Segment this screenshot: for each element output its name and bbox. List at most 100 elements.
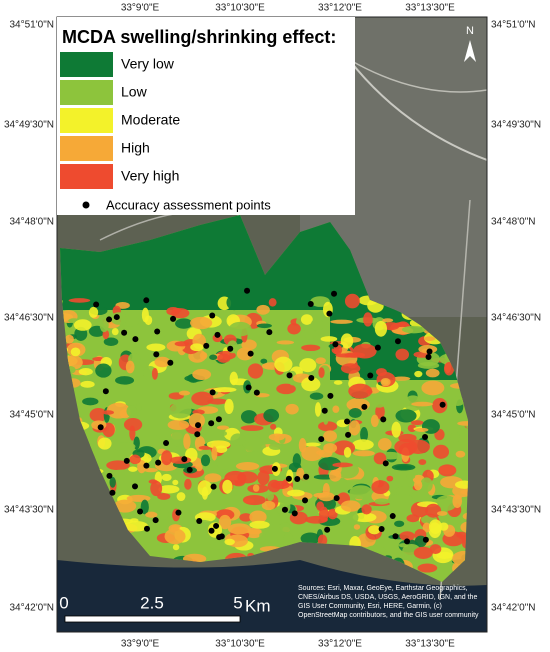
class-patch bbox=[285, 403, 299, 415]
class-patch bbox=[260, 358, 268, 364]
legend-title: MCDA swelling/shrinking effect: bbox=[62, 27, 336, 47]
legend-swatch bbox=[60, 80, 113, 105]
legend-swatch bbox=[60, 164, 113, 189]
class-patch bbox=[249, 520, 270, 529]
class-patch bbox=[137, 460, 147, 474]
longitude-label: 33°12'0"E bbox=[318, 3, 362, 14]
longitude-label: 33°10'30"E bbox=[215, 639, 265, 650]
accuracy-point bbox=[308, 374, 315, 381]
accuracy-point bbox=[439, 401, 446, 408]
class-patch bbox=[443, 361, 455, 376]
class-patch bbox=[123, 418, 143, 432]
class-patch bbox=[303, 328, 317, 340]
class-patch bbox=[421, 380, 445, 396]
legend-swatch bbox=[60, 52, 113, 77]
accuracy-point bbox=[154, 328, 161, 335]
class-patch bbox=[301, 344, 321, 352]
class-patch bbox=[222, 479, 233, 494]
class-patch bbox=[304, 442, 321, 447]
class-patch bbox=[371, 480, 390, 494]
class-patch bbox=[218, 514, 232, 530]
accuracy-point bbox=[266, 329, 273, 336]
class-patch bbox=[276, 383, 296, 395]
accuracy-point bbox=[175, 509, 182, 516]
class-patch bbox=[200, 454, 211, 467]
class-patch bbox=[423, 336, 436, 341]
accuracy-point bbox=[244, 287, 251, 294]
latitude-label: 34°51'0"N bbox=[10, 20, 55, 31]
class-patch bbox=[438, 464, 457, 477]
class-patch bbox=[150, 480, 163, 497]
latitude-label: 34°49'30"N bbox=[491, 120, 541, 131]
accuracy-point bbox=[247, 350, 254, 357]
accuracy-point bbox=[153, 351, 160, 358]
accuracy-point bbox=[121, 329, 128, 336]
class-patch bbox=[433, 444, 450, 459]
accuracy-point bbox=[286, 372, 293, 379]
class-patch bbox=[136, 474, 152, 491]
accuracy-point bbox=[367, 372, 374, 379]
class-patch bbox=[143, 467, 158, 473]
accuracy-point bbox=[331, 290, 338, 297]
latitude-label: 34°49'30"N bbox=[4, 120, 54, 131]
accuracy-point bbox=[426, 348, 433, 355]
class-patch bbox=[88, 306, 99, 318]
class-patch bbox=[340, 500, 361, 512]
class-patch bbox=[64, 334, 74, 344]
class-patch bbox=[352, 439, 374, 451]
class-patch bbox=[420, 477, 433, 493]
class-patch bbox=[129, 454, 141, 465]
longitude-label: 33°13'30"E bbox=[405, 639, 455, 650]
class-patch bbox=[411, 401, 434, 407]
class-patch bbox=[389, 494, 413, 503]
class-patch bbox=[249, 510, 267, 524]
accuracy-point bbox=[374, 344, 381, 351]
accuracy-point bbox=[215, 416, 222, 423]
class-patch bbox=[436, 551, 454, 559]
class-patch bbox=[192, 368, 212, 381]
class-patch bbox=[240, 425, 264, 431]
class-patch bbox=[370, 414, 379, 428]
class-patch bbox=[216, 455, 232, 470]
accuracy-point bbox=[132, 483, 139, 490]
accuracy-point bbox=[326, 310, 333, 317]
class-patch bbox=[68, 298, 91, 303]
class-patch bbox=[310, 318, 324, 331]
class-patch bbox=[340, 363, 361, 374]
class-patch bbox=[395, 409, 417, 423]
class-patch bbox=[167, 419, 190, 430]
accuracy-point bbox=[394, 338, 401, 345]
class-patch bbox=[425, 503, 442, 518]
class-patch bbox=[318, 449, 333, 458]
accuracy-point bbox=[303, 473, 310, 480]
class-patch bbox=[172, 479, 179, 486]
class-patch bbox=[235, 462, 260, 471]
class-patch bbox=[415, 427, 429, 432]
class-patch bbox=[301, 446, 323, 462]
class-patch bbox=[256, 304, 270, 315]
class-patch bbox=[151, 367, 158, 380]
class-patch bbox=[333, 380, 343, 385]
class-patch bbox=[154, 356, 171, 368]
class-patch bbox=[276, 340, 295, 345]
accuracy-point bbox=[307, 300, 314, 307]
north-arrow: N bbox=[464, 25, 476, 62]
longitude-label: 33°10'30"E bbox=[215, 3, 265, 14]
class-patch bbox=[124, 520, 149, 532]
class-patch bbox=[322, 483, 330, 497]
class-patch bbox=[360, 426, 369, 443]
accuracy-point bbox=[218, 533, 225, 540]
class-patch bbox=[161, 450, 173, 466]
class-patch bbox=[169, 456, 192, 464]
latitude-label: 34°51'0"N bbox=[491, 20, 536, 31]
class-patch bbox=[191, 391, 214, 406]
class-patch bbox=[145, 511, 158, 518]
class-patch bbox=[320, 336, 338, 342]
class-patch bbox=[318, 457, 341, 471]
class-patch bbox=[287, 323, 301, 335]
class-patch bbox=[236, 347, 254, 361]
class-patch bbox=[407, 424, 417, 432]
accuracy-point bbox=[425, 354, 432, 361]
class-patch bbox=[344, 293, 360, 309]
class-patch bbox=[349, 512, 359, 523]
